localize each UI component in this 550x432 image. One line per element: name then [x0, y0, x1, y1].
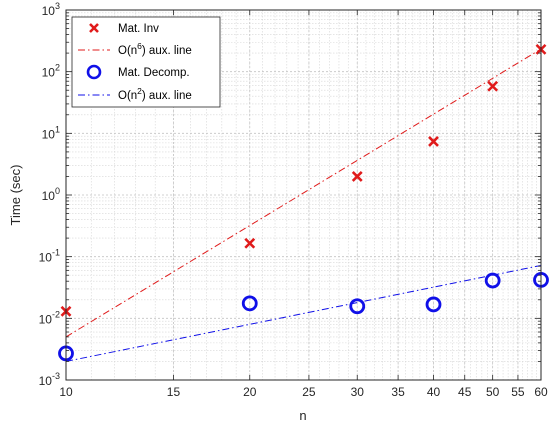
- decomp-marker: [484, 272, 501, 289]
- x-tick-labels: 10 15 20 25 30 35 40 45 50 55 60: [59, 385, 548, 399]
- minor-grid: [65, 10, 542, 380]
- y-tick-label: 103: [42, 1, 60, 18]
- y-tick-base: 10: [42, 189, 56, 203]
- legend-item-mat-decomp: Mat. Decomp.: [86, 64, 190, 80]
- x-tick-label: 15: [167, 385, 181, 399]
- y-tick-label: 100: [42, 186, 60, 203]
- inv-marker: [244, 237, 256, 249]
- legend-label-o-n2: O(n2) aux. line: [118, 86, 192, 102]
- y-tick-label: 10-1: [39, 248, 60, 265]
- legend-label-mat-inv: Mat. Inv: [118, 23, 159, 35]
- y-tick-label: 101: [42, 124, 60, 141]
- legend-o-n6-suffix: ) aux. line: [142, 45, 192, 57]
- y-tick-exponent: -1: [52, 248, 60, 258]
- decomp-marker: [425, 296, 442, 313]
- inv-marker: [351, 171, 363, 182]
- y-tick-label: 102: [42, 63, 60, 80]
- markers: [58, 43, 549, 362]
- y-tick-exponent: 1: [55, 124, 60, 134]
- inv-marker: [487, 80, 499, 92]
- aux-line-1: [65, 48, 542, 338]
- x-tick-label: 50: [486, 385, 500, 399]
- y-tick-label: 10-3: [39, 371, 60, 388]
- y-tick-base: 10: [42, 66, 56, 80]
- x-tick-label: 60: [534, 385, 548, 399]
- x-tick-label: 40: [427, 385, 441, 399]
- x-tick-label: 25: [302, 385, 316, 399]
- legend-item-o-n6: O(n6) aux. line: [78, 41, 192, 57]
- inv-marker-stroke: [487, 80, 499, 92]
- legend-label-o-n6: O(n6) aux. line: [118, 41, 192, 57]
- y-axis-label: Time (sec): [8, 165, 23, 226]
- y-tick-label: 10-2: [39, 309, 60, 326]
- legend-item-o-n2: O(n2) aux. line: [78, 86, 192, 102]
- y-tick-base: 10: [39, 312, 53, 326]
- aux-line-3: [65, 264, 542, 362]
- legend-o-n2-prefix: O(n: [118, 90, 137, 102]
- x-axis-label: n: [299, 408, 306, 423]
- legend-label-mat-decomp: Mat. Decomp.: [118, 67, 190, 79]
- legend: Mat. Inv O(n6) aux. line Mat. Decomp. O(…: [71, 16, 221, 108]
- x-tick-label: 45: [458, 385, 472, 399]
- inv-marker-stroke: [428, 135, 439, 147]
- decomp-marker: [349, 298, 366, 315]
- legend-item-mat-inv: Mat. Inv: [89, 23, 159, 35]
- x-tick-label: 30: [351, 385, 365, 399]
- inv-marker-stroke: [351, 171, 363, 182]
- x-tick-label: 55: [511, 385, 525, 399]
- inv-marker: [428, 135, 439, 147]
- y-tick-base: 10: [39, 251, 53, 265]
- y-tick-exponent: 3: [55, 1, 60, 11]
- y-tick-base: 10: [39, 374, 53, 388]
- inv-marker-stroke: [244, 237, 256, 249]
- x-tick-label: 10: [59, 385, 73, 399]
- y-tick-base: 10: [42, 4, 56, 18]
- legend-o-n6-sup: 6: [137, 41, 142, 51]
- legend-x-marker: [89, 23, 99, 33]
- x-tick-label: 35: [391, 385, 405, 399]
- aux-lines: [65, 48, 542, 362]
- y-tick-exponent: 2: [55, 63, 60, 73]
- y-tick-exponent: -2: [52, 309, 60, 319]
- y-tick-exponent: -3: [52, 371, 60, 381]
- y-tick-base: 10: [42, 127, 56, 141]
- legend-circle-marker: [86, 64, 102, 80]
- decomp-marker: [241, 295, 258, 312]
- y-tick-exponent: 0: [55, 186, 60, 196]
- x-tick-label: 20: [243, 385, 257, 399]
- ticks: [65, 9, 542, 381]
- legend-o-n2-sup: 2: [137, 86, 142, 96]
- legend-o-n6-prefix: O(n: [118, 45, 137, 57]
- legend-o-n2-suffix: ) aux. line: [142, 90, 192, 102]
